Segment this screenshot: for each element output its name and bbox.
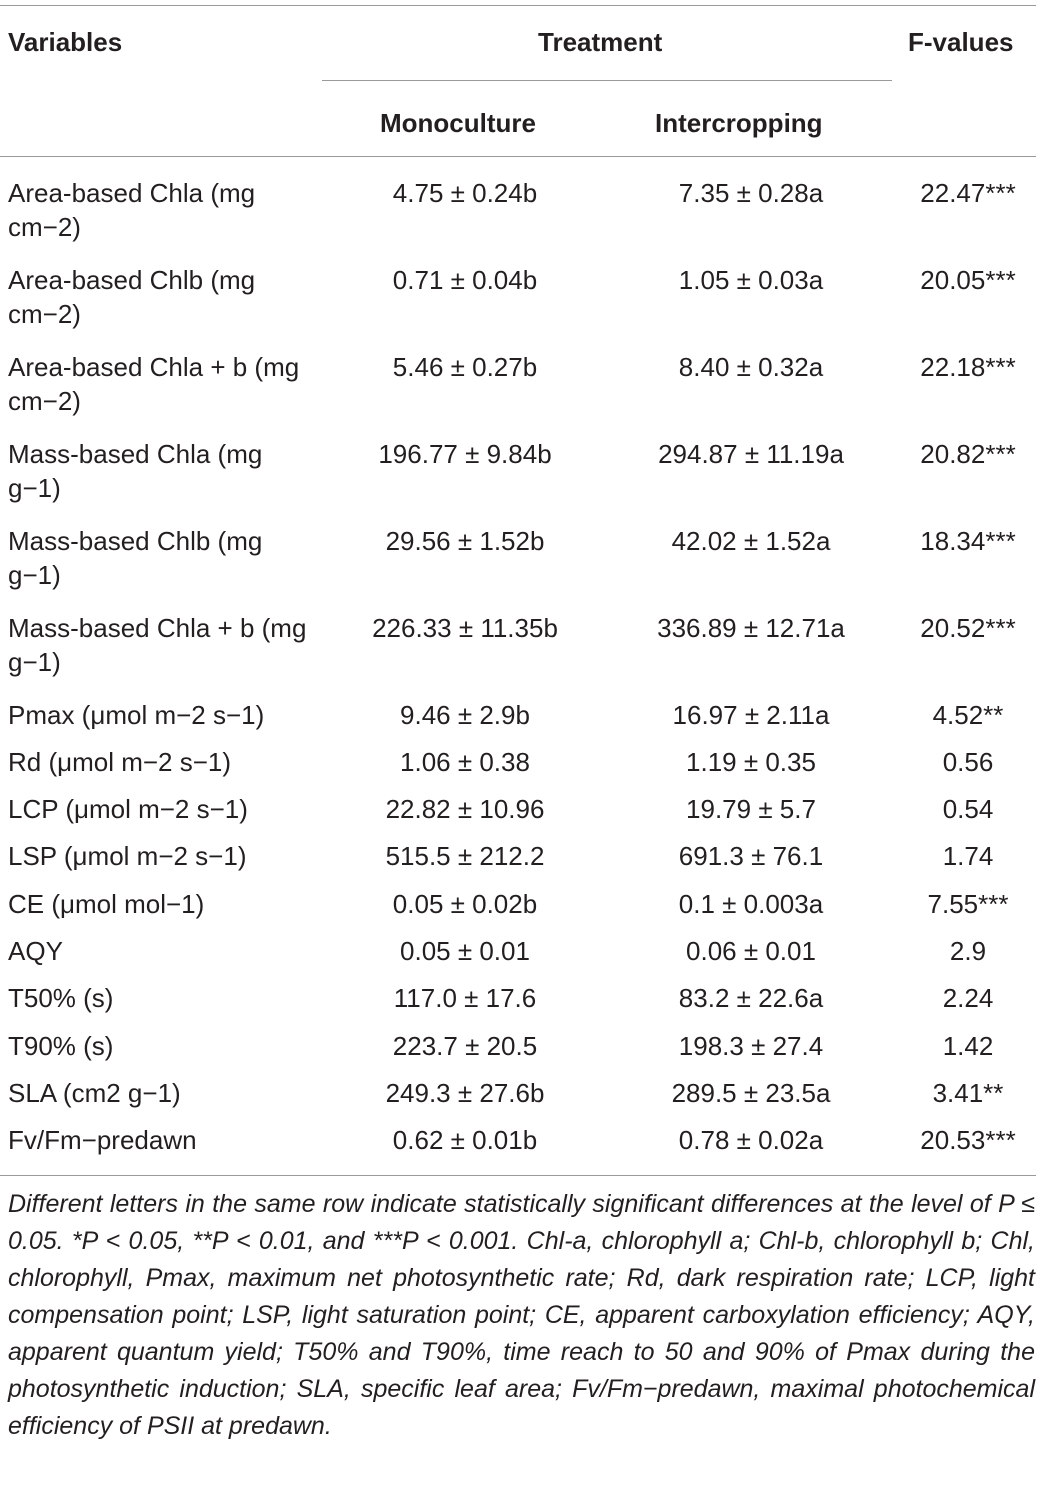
monoculture-cell: 29.56 ± 1.52b xyxy=(385,526,545,556)
monoculture-cell: 223.7 ± 20.5 xyxy=(392,1031,538,1061)
f-value-cell: 0.54 xyxy=(942,794,994,824)
f-value-cell: 2.9 xyxy=(949,936,987,966)
variable-cell: LCP (μmol m−2 s−1) xyxy=(8,794,248,824)
variable-cell: T50% (s) xyxy=(8,983,114,1013)
variable-cell: Mass-based Chla (mg g−1) xyxy=(8,439,263,503)
intercropping-cell: 16.97 ± 2.11a xyxy=(672,700,830,730)
header-f-values: F-values xyxy=(908,27,1014,57)
intercropping-cell: 7.35 ± 0.28a xyxy=(678,178,824,208)
intercropping-cell: 198.3 ± 27.4 xyxy=(678,1031,824,1061)
variable-cell: Fv/Fm−predawn xyxy=(8,1125,197,1155)
variable-cell: Mass-based Chla + b (mg g−1) xyxy=(8,613,307,677)
table-top-rule xyxy=(0,5,1036,6)
intercropping-cell: 83.2 ± 22.6a xyxy=(678,983,824,1013)
header-treatment: Treatment xyxy=(538,27,663,57)
table-footnote: Different letters in the same row indica… xyxy=(8,1190,1035,1440)
f-value-cell: 2.24 xyxy=(942,983,994,1013)
header-monoculture: Monoculture xyxy=(380,108,536,138)
monoculture-cell: 117.0 ± 17.6 xyxy=(393,983,537,1013)
intercropping-cell: 289.5 ± 23.5a xyxy=(671,1078,831,1108)
treatment-underline xyxy=(322,80,892,81)
monoculture-cell: 0.05 ± 0.01 xyxy=(400,936,530,966)
monoculture-cell: 0.71 ± 0.04b xyxy=(392,265,538,295)
intercropping-cell: 1.19 ± 0.35 xyxy=(686,747,816,777)
monoculture-cell: 0.05 ± 0.02b xyxy=(392,889,538,919)
intercropping-cell: 0.1 ± 0.003a xyxy=(678,889,824,919)
variable-cell: Pmax (μmol m−2 s−1) xyxy=(8,700,265,730)
variable-cell: T90% (s) xyxy=(8,1031,114,1061)
header-variables: Variables xyxy=(8,27,123,57)
monoculture-cell: 5.46 ± 0.27b xyxy=(392,352,538,382)
intercropping-cell: 294.87 ± 11.19a xyxy=(658,439,844,469)
intercropping-cell: 42.02 ± 1.52a xyxy=(671,526,831,556)
f-value-cell: 22.18*** xyxy=(920,352,1016,382)
f-value-cell: 20.52*** xyxy=(920,613,1016,643)
variable-cell: AQY xyxy=(8,936,63,966)
intercropping-cell: 0.06 ± 0.01 xyxy=(686,936,816,966)
intercropping-cell: 0.78 ± 0.02a xyxy=(678,1125,824,1155)
header-intercropping: Intercropping xyxy=(655,108,823,138)
f-value-cell: 20.82*** xyxy=(920,439,1016,469)
monoculture-cell: 196.77 ± 9.84b xyxy=(378,439,552,469)
intercropping-cell: 8.40 ± 0.32a xyxy=(678,352,824,382)
f-value-cell: 1.74 xyxy=(942,841,994,871)
intercropping-cell: 691.3 ± 76.1 xyxy=(678,841,824,871)
variable-cell: Area-based Chlb (mg cm−2) xyxy=(8,265,256,329)
f-value-cell: 18.34*** xyxy=(920,526,1016,556)
intercropping-cell: 1.05 ± 0.03a xyxy=(678,265,824,295)
variable-cell: CE (μmol mol−1) xyxy=(8,889,205,919)
monoculture-cell: 4.75 ± 0.24b xyxy=(392,178,538,208)
intercropping-cell: 19.79 ± 5.7 xyxy=(686,794,816,824)
monoculture-cell: 226.33 ± 11.35b xyxy=(372,613,558,643)
f-value-cell: 22.47*** xyxy=(920,178,1016,208)
f-value-cell: 0.56 xyxy=(942,747,994,777)
table-bottom-rule xyxy=(0,1175,1036,1176)
intercropping-cell: 336.89 ± 12.71a xyxy=(657,613,845,643)
monoculture-cell: 1.06 ± 0.38 xyxy=(400,747,530,777)
f-value-cell: 20.05*** xyxy=(920,265,1016,295)
variable-cell: LSP (μmol m−2 s−1) xyxy=(8,841,247,871)
variable-cell: SLA (cm2 g−1) xyxy=(8,1078,181,1108)
variable-cell: Mass-based Chlb (mg g−1) xyxy=(8,526,263,590)
f-value-cell: 3.41** xyxy=(932,1078,1004,1108)
variable-cell: Area-based Chla + b (mg cm−2) xyxy=(8,352,300,416)
monoculture-cell: 9.46 ± 2.9b xyxy=(400,700,530,730)
f-value-cell: 20.53*** xyxy=(920,1125,1016,1155)
f-value-cell: 7.55*** xyxy=(927,889,1009,919)
monoculture-cell: 249.3 ± 27.6b xyxy=(385,1078,545,1108)
variable-cell: Area-based Chla (mg cm−2) xyxy=(8,178,256,242)
header-bottom-rule xyxy=(0,156,1036,157)
f-value-cell: 1.42 xyxy=(942,1031,994,1061)
monoculture-cell: 22.82 ± 10.96 xyxy=(385,794,545,824)
variable-cell: Rd (μmol m−2 s−1) xyxy=(8,747,232,777)
f-value-cell: 4.52** xyxy=(932,700,1004,730)
monoculture-cell: 515.5 ± 212.2 xyxy=(385,841,545,871)
monoculture-cell: 0.62 ± 0.01b xyxy=(392,1125,538,1155)
